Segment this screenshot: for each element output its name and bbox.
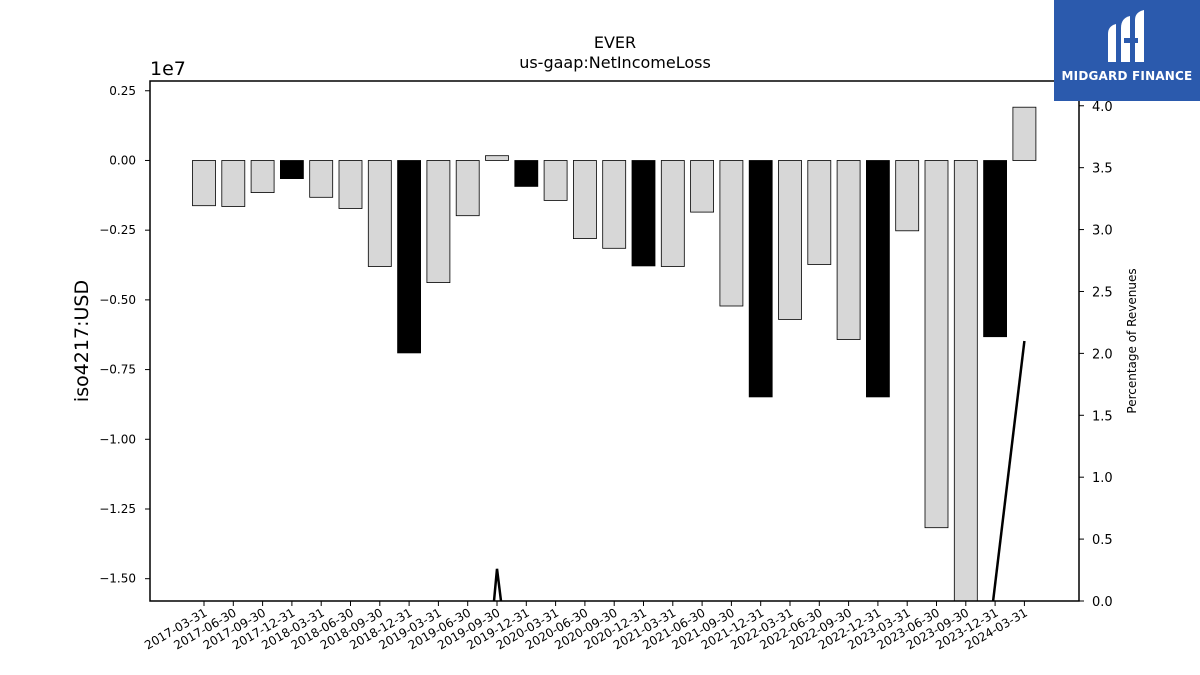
y2-axis: 0.0 0.5 1.0 1.5 2.0 2.5 3.0 3.5 4.0 [1079, 100, 1113, 610]
y-tick-label: −0.25 [99, 223, 136, 237]
bar-2021-06-30 [690, 160, 714, 213]
bar-2017-03-31 [192, 160, 216, 207]
bar-2023-12-31 [983, 160, 1007, 338]
y2-tick-label: 0.0 [1092, 595, 1113, 610]
y-offset-label: 1e7 [150, 58, 186, 80]
bar-2021-09-30 [719, 160, 744, 307]
bar-2019-12-31 [514, 160, 539, 187]
y-tick-label: 0.00 [109, 153, 136, 167]
y2-tick-label: 1.5 [1092, 409, 1113, 424]
chart-title: EVER [594, 33, 636, 52]
y2-tick-label: 1.0 [1092, 471, 1113, 486]
y2-tick-label: 2.5 [1092, 285, 1113, 300]
y2-tick-label: 3.5 [1092, 162, 1113, 177]
bar-2019-03-31 [426, 160, 451, 283]
y2-tick-label: 2.0 [1092, 347, 1113, 362]
bar-2018-06-30 [338, 160, 363, 209]
bar-2022-12-31 [866, 160, 890, 398]
y-axis-label: iso4217:USD [71, 280, 93, 402]
y-axis: 0.25 0.00 −0.25 −0.50 −0.75 −1.00 −1.25 −1.50 [99, 84, 150, 586]
y-tick-label: −1.25 [99, 502, 136, 516]
pct-line-group [492, 340, 1026, 602]
y2-axis-label: Percentage of Revenues [1125, 268, 1139, 413]
bar-2024-03-31 [1012, 106, 1037, 161]
y-tick-label: −1.00 [99, 432, 136, 446]
bar-2019-09-30 [485, 155, 509, 161]
bar-2019-06-30 [455, 160, 480, 217]
bar-2020-09-30 [602, 160, 627, 249]
bar-2018-12-31 [397, 160, 422, 354]
bar-2018-03-31 [309, 160, 334, 198]
bar-2023-03-31 [895, 160, 920, 232]
y-tick-label: 0.25 [109, 84, 136, 98]
bar-2020-12-31 [631, 160, 656, 267]
bar-2023-09-30 [953, 160, 978, 602]
bar-2018-09-30 [367, 160, 392, 267]
bar-2017-06-30 [221, 160, 246, 207]
bar-2020-03-31 [543, 160, 568, 201]
midgard-logo-icon [1108, 10, 1144, 62]
bar-2021-12-31 [748, 160, 773, 398]
x-axis: 2017-03-312017-06-302017-09-302017-12-31… [142, 601, 1030, 652]
bar-2021-03-31 [660, 160, 685, 267]
y2-tick-label: 0.5 [1092, 533, 1113, 548]
bar-2017-09-30 [250, 160, 275, 193]
y2-tick-label: 3.0 [1092, 224, 1113, 239]
bar-2023-06-30 [924, 160, 949, 529]
y-tick-label: −0.75 [99, 363, 136, 377]
y-tick-label: −0.50 [99, 293, 136, 307]
brand-name: MIDGARD FINANCE [1061, 69, 1193, 83]
bar-2022-06-30 [807, 160, 832, 265]
chart-subtitle: us-gaap:NetIncomeLoss [519, 53, 711, 72]
brand-logo: MIDGARD FINANCE [1054, 0, 1200, 101]
bar-2022-03-31 [778, 160, 802, 320]
bars-group [192, 106, 1037, 602]
bar-2017-12-31 [279, 160, 304, 180]
pct-revenues-spike-2019-09-30 [492, 568, 503, 602]
plot-frame [149, 80, 1080, 602]
pct-revenues-segment [991, 340, 1026, 602]
bar-2020-06-30 [573, 160, 597, 239]
y-tick-label: −1.50 [99, 572, 136, 586]
y2-tick-label: 4.0 [1092, 100, 1113, 115]
bar-2022-09-30 [836, 160, 861, 340]
